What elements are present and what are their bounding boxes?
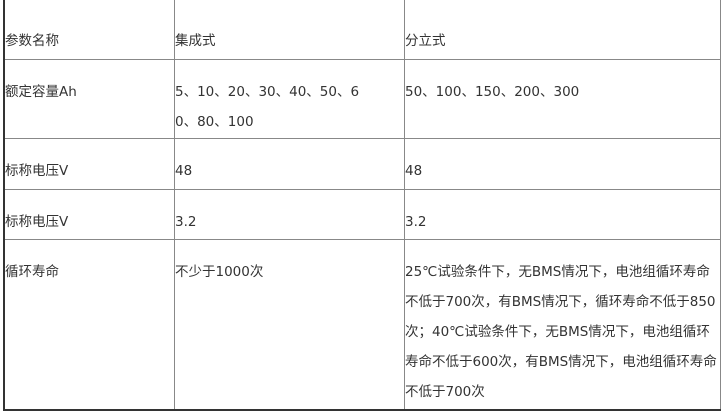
table-row: 循环寿命 不少于1000次 25℃试验条件下，无BMS情况下，电池组循环寿命不低… [3,239,721,411]
spec-table: 参数名称 集成式 分立式 额定容量Ah 5、10、20、30、40、50、60、… [3,0,721,411]
table-cell: 不少于1000次 [174,239,405,411]
table-cell: 50、100、150、200、300 [404,59,721,139]
table-row: 额定容量Ah 5、10、20、30、40、50、60、80、100 50、100… [3,59,721,139]
table-cell: 标称电压V [3,189,175,240]
header-cell: 参数名称 [3,0,175,60]
header-cell: 分立式 [404,0,721,60]
table-cell: 5、10、20、30、40、50、60、80、100 [174,59,405,139]
table-cell: 标称电压V [3,138,175,190]
header-cell: 集成式 [174,0,405,60]
table-cell: 额定容量Ah [3,59,175,139]
table-cell: 48 [174,138,405,190]
table-header-row: 参数名称 集成式 分立式 [3,0,721,60]
table-cell: 3.2 [174,189,405,240]
table-row: 标称电压V 3.2 3.2 [3,189,721,240]
table-cell: 3.2 [404,189,721,240]
table-row: 标称电压V 48 48 [3,138,721,190]
table-cell: 循环寿命 [3,239,175,411]
table-cell: 48 [404,138,721,190]
table-cell: 25℃试验条件下，无BMS情况下，电池组循环寿命不低于700次，有BMS情况下，… [404,239,721,411]
